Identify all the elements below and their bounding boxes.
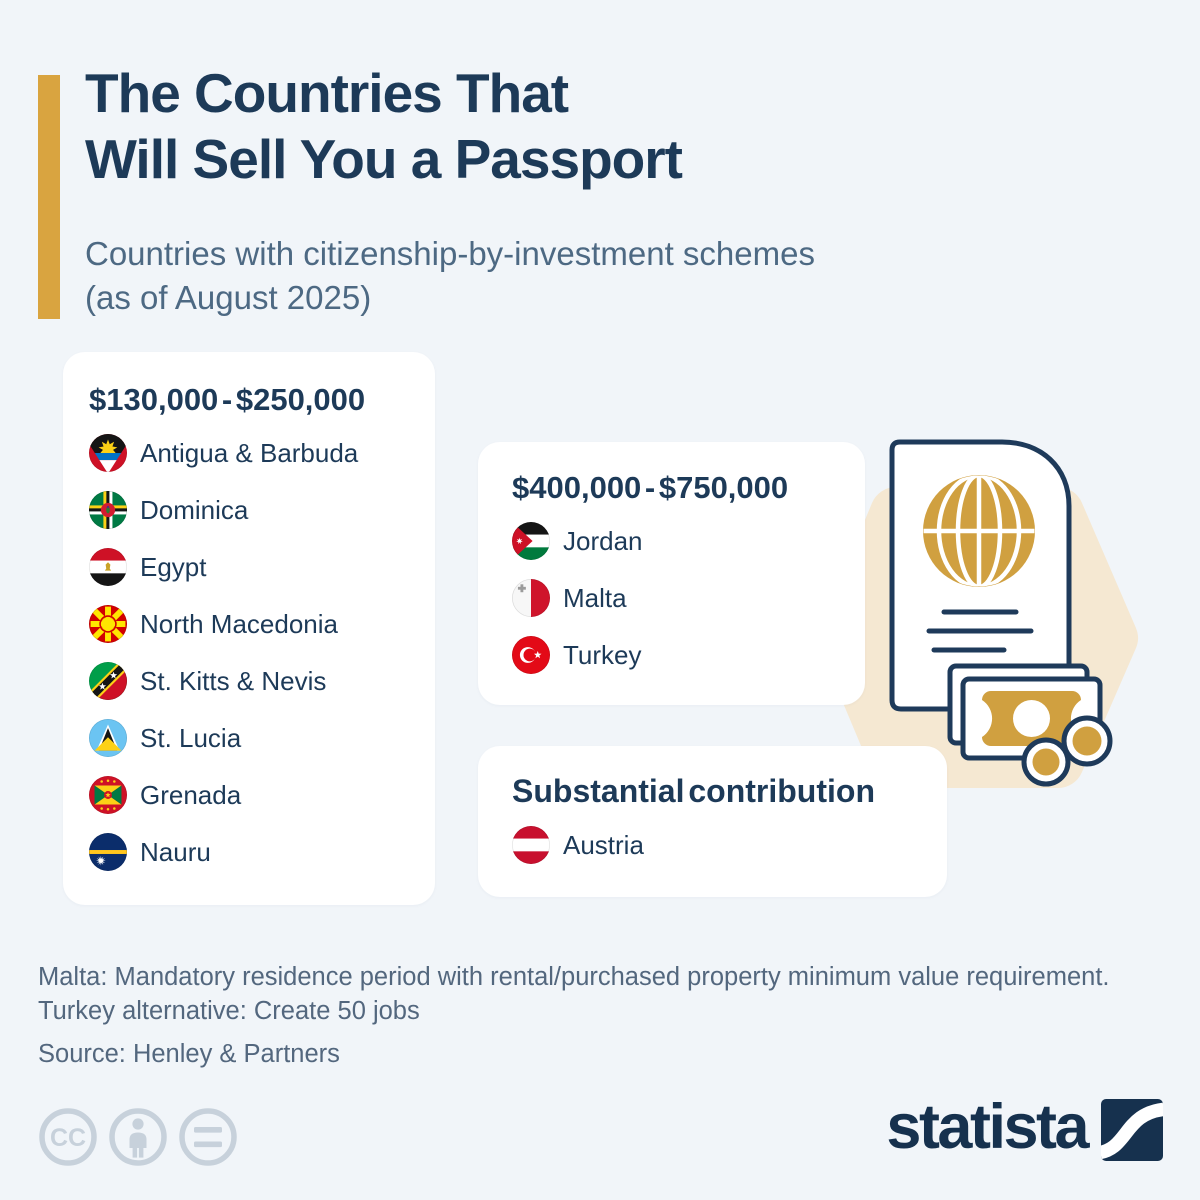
passport-icon xyxy=(889,439,1072,712)
flag-north-macedonia-icon xyxy=(89,605,127,643)
country-label: Turkey xyxy=(563,639,642,670)
country-label: Egypt xyxy=(140,551,207,582)
subtitle-line-1: Countries with citizenship-by-investment… xyxy=(85,235,815,272)
country-label: St. Kitts & Nevis xyxy=(140,665,327,696)
title-accent-bar xyxy=(38,75,60,319)
cc-glyph: CC xyxy=(50,1124,86,1152)
passport-illustration xyxy=(889,439,1113,787)
flag-turkey-icon xyxy=(512,636,550,674)
country-row: North Macedonia xyxy=(89,605,417,643)
country-label: Malta xyxy=(563,582,627,613)
country-list: Antigua & Barbuda Dominica Egypt North M… xyxy=(89,434,417,871)
country-label: Nauru xyxy=(140,836,211,867)
title-line-2: Will Sell You a Passport xyxy=(85,128,683,190)
flag-jordan-icon xyxy=(512,522,550,560)
country-row: Nauru xyxy=(89,833,417,871)
flag-st-kitts-nevis-icon xyxy=(89,662,127,700)
country-row: Malta xyxy=(512,579,847,617)
passport-text-lines xyxy=(926,609,1034,653)
country-row: St. Lucia xyxy=(89,719,417,757)
cc-icon xyxy=(39,1108,97,1166)
flag-austria-icon xyxy=(512,826,550,864)
globe-icon xyxy=(923,475,1035,587)
tier-card-130k-250k: $130,000 - $250,000 Antigua & Barbuda Do… xyxy=(63,352,435,905)
footnote-line-1: Malta: Mandatory residence period with r… xyxy=(38,963,1110,991)
brand-wordmark: statista xyxy=(886,1092,1089,1162)
flag-egypt-icon xyxy=(89,548,127,586)
subtitle-line-2: (as of August 2025) xyxy=(85,278,372,316)
attribution-icon xyxy=(109,1108,167,1166)
flag-malta-icon xyxy=(512,579,550,617)
page-subtitle: Countries with citizenship-by-investment… xyxy=(85,232,815,319)
tier-card-substantial-contribution: Substantial contribution Austria xyxy=(478,746,947,897)
country-label: Austria xyxy=(563,829,644,860)
country-list: Austria xyxy=(512,826,929,864)
country-row: Dominica xyxy=(89,491,417,529)
country-label: St. Lucia xyxy=(140,722,242,753)
country-row: Antigua & Barbuda xyxy=(89,434,417,472)
no-derivatives-icon xyxy=(179,1108,237,1166)
country-row: Grenada xyxy=(89,776,417,814)
tier-heading-130k-250k: $130,000 - $250,000 xyxy=(89,382,366,417)
statista-logo-icon xyxy=(1101,1098,1163,1161)
country-list: Jordan Malta Turkey xyxy=(512,522,847,674)
no-derivatives-glyph xyxy=(194,1127,222,1148)
page-title: The Countries That Will Sell You a Passpo… xyxy=(85,60,683,192)
flag-st-lucia-icon xyxy=(89,719,127,757)
country-label: Grenada xyxy=(140,779,242,810)
country-label: Jordan xyxy=(563,525,643,556)
footnotes: Malta: Mandatory residence period with r… xyxy=(38,961,1110,1029)
tier-card-400k-750k: $400,000 - $750,000 Jordan Malta Turkey xyxy=(478,442,865,705)
country-row: Egypt xyxy=(89,548,417,586)
country-label: Antigua & Barbuda xyxy=(140,437,359,468)
tier-heading-400k-750k: $400,000 - $750,000 xyxy=(512,470,789,505)
country-row: Jordan xyxy=(512,522,847,560)
country-row: St. Kitts & Nevis xyxy=(89,662,417,700)
source-line: Source: Henley & Partners xyxy=(38,1040,340,1068)
country-label: Dominica xyxy=(140,494,249,525)
tier-heading-substantial-contribution: Substantial contribution xyxy=(512,773,875,809)
coins-icon xyxy=(1021,715,1113,787)
attribution-glyph xyxy=(129,1118,147,1158)
brand: statista xyxy=(886,1096,1163,1163)
flag-grenada-icon xyxy=(89,776,127,814)
flag-antigua-barbuda-icon xyxy=(89,434,127,472)
license-icons: CC xyxy=(39,1108,237,1166)
footnote-line-2: Turkey alternative: Create 50 jobs xyxy=(38,996,420,1025)
country-label: North Macedonia xyxy=(140,608,338,639)
country-row: Turkey xyxy=(512,636,847,674)
country-row: Austria xyxy=(512,826,929,864)
flag-nauru-icon xyxy=(89,833,127,871)
title-line-1: The Countries That xyxy=(85,62,569,124)
flag-dominica-icon xyxy=(89,491,127,529)
